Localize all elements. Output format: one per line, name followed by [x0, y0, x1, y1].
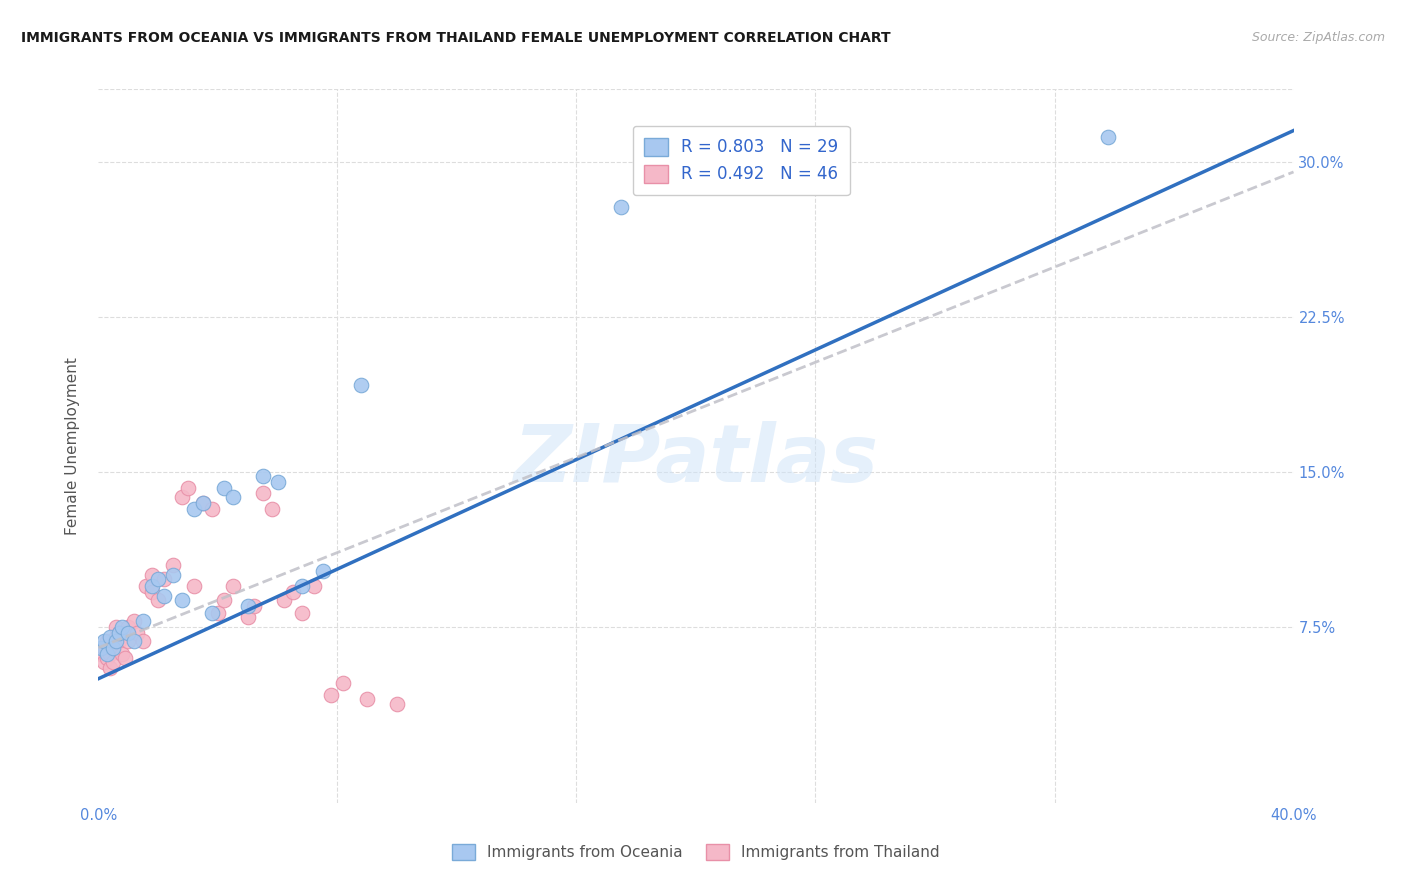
- Point: [98, 661, 122, 675]
- Point: [93, 655, 115, 669]
- Point: [243, 599, 266, 614]
- Point: [291, 606, 314, 620]
- Point: [172, 593, 194, 607]
- Point: [90, 640, 112, 655]
- Point: [93, 640, 115, 655]
- Point: [162, 558, 184, 572]
- Text: ZIPatlas: ZIPatlas: [513, 421, 879, 500]
- Point: [132, 614, 155, 628]
- Point: [236, 599, 259, 614]
- Point: [385, 697, 409, 711]
- Point: [281, 584, 304, 599]
- Point: [191, 496, 214, 510]
- Point: [108, 626, 131, 640]
- Point: [141, 579, 163, 593]
- Point: [124, 614, 146, 628]
- Point: [332, 676, 354, 690]
- Point: [236, 609, 259, 624]
- Point: [291, 579, 314, 593]
- Point: [124, 634, 146, 648]
- Point: [103, 655, 125, 669]
- Point: [117, 620, 139, 634]
- Point: [103, 640, 125, 655]
- Point: [177, 482, 200, 496]
- Point: [90, 647, 112, 661]
- Point: [103, 640, 125, 655]
- Point: [105, 634, 128, 648]
- Point: [201, 606, 224, 620]
- Point: [172, 490, 194, 504]
- Point: [96, 647, 118, 661]
- Point: [212, 593, 235, 607]
- Point: [148, 573, 170, 587]
- Point: [610, 200, 633, 214]
- Point: [148, 593, 170, 607]
- Point: [108, 634, 131, 648]
- Point: [153, 573, 176, 587]
- Point: [350, 378, 373, 392]
- Point: [127, 626, 149, 640]
- Point: [114, 651, 136, 665]
- Point: [135, 579, 157, 593]
- Point: [93, 634, 115, 648]
- Point: [311, 564, 333, 578]
- Point: [302, 579, 325, 593]
- Point: [162, 568, 184, 582]
- Text: IMMIGRANTS FROM OCEANIA VS IMMIGRANTS FROM THAILAND FEMALE UNEMPLOYMENT CORRELAT: IMMIGRANTS FROM OCEANIA VS IMMIGRANTS FR…: [21, 31, 891, 45]
- Point: [105, 630, 128, 644]
- Point: [153, 589, 176, 603]
- Point: [111, 620, 134, 634]
- Point: [96, 634, 118, 648]
- Point: [212, 482, 235, 496]
- Point: [191, 496, 214, 510]
- Point: [222, 579, 245, 593]
- Point: [96, 651, 118, 665]
- Point: [273, 593, 295, 607]
- Point: [117, 626, 139, 640]
- Point: [1097, 129, 1119, 144]
- Point: [98, 630, 122, 644]
- Point: [141, 568, 163, 582]
- Point: [183, 502, 205, 516]
- Y-axis label: Female Unemployment: Female Unemployment: [65, 357, 80, 535]
- Point: [132, 634, 155, 648]
- Point: [321, 688, 343, 702]
- Point: [260, 502, 283, 516]
- Point: [98, 647, 122, 661]
- Point: [207, 606, 229, 620]
- Point: [201, 502, 224, 516]
- Point: [183, 579, 205, 593]
- Point: [105, 620, 128, 634]
- Point: [267, 475, 290, 490]
- Legend: Immigrants from Oceania, Immigrants from Thailand: Immigrants from Oceania, Immigrants from…: [446, 838, 946, 866]
- Point: [108, 626, 131, 640]
- Point: [356, 692, 378, 706]
- Text: Source: ZipAtlas.com: Source: ZipAtlas.com: [1251, 31, 1385, 45]
- Point: [111, 647, 134, 661]
- Point: [222, 490, 245, 504]
- Point: [117, 634, 139, 648]
- Point: [141, 584, 163, 599]
- Point: [252, 469, 274, 483]
- Point: [252, 485, 274, 500]
